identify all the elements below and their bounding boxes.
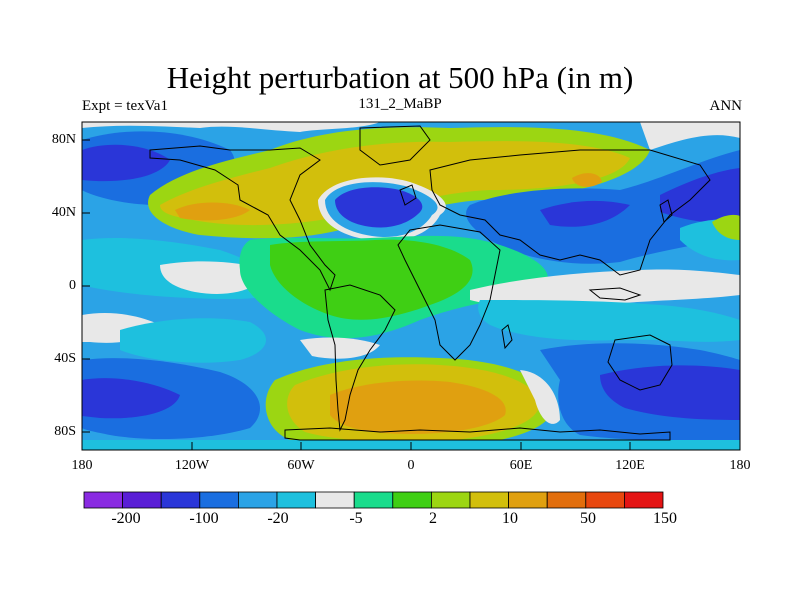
colorbar-label-minus20: -20 <box>267 510 289 527</box>
lat-label-40s: 40S <box>54 351 76 366</box>
colorbar-box-1 <box>122 491 162 509</box>
coast-uk <box>399 184 417 206</box>
field-neutral-south-indian <box>520 370 560 424</box>
coast-greenland <box>359 125 431 166</box>
colorbar-box-0 <box>83 491 123 509</box>
case-label: 131_2_MaBP <box>358 96 442 112</box>
colorbar-box-6 <box>315 491 355 509</box>
field-green-far-east <box>712 214 740 240</box>
field-orange-siberia <box>572 173 602 187</box>
colorbar-label-10: 10 <box>502 510 518 527</box>
plot-title: Height perturbation at 500 hPa (in m) <box>166 60 634 95</box>
field-orange-south-atlantic <box>330 380 506 434</box>
lat-label-80n: 80N <box>51 132 76 147</box>
colorbar-label-minus100: -100 <box>189 510 219 527</box>
colorbar-box-3 <box>199 491 239 509</box>
colorbar-label-150: 150 <box>653 510 677 527</box>
colorbar-box-8 <box>392 491 432 509</box>
field-cyan-indian <box>478 300 740 342</box>
colorbar-box-14 <box>624 491 664 509</box>
lon-label-60w: 60W <box>287 458 315 473</box>
colorbar-box-9 <box>430 491 471 509</box>
colorbar-label-50: 50 <box>580 510 596 527</box>
colorbar-box-11 <box>508 491 548 509</box>
lon-label-180e: 180 <box>729 458 751 473</box>
field-neutral-arctic <box>82 122 380 132</box>
experiment-label: Expt = texVa1 <box>82 98 168 114</box>
coast-japan <box>659 199 673 223</box>
coast-antarctica <box>284 427 671 441</box>
field-blue-east-core <box>540 200 630 227</box>
coast-north-america <box>149 145 336 292</box>
field-blue-euro-low-core <box>335 187 423 228</box>
field-cyan-south-pacific <box>120 318 267 363</box>
lon-label-180w: 180 <box>71 458 93 473</box>
field-blue-south-pacific-core <box>82 378 180 419</box>
colorbar-label-minus5: -5 <box>349 510 363 527</box>
colorbar-label-minus200: -200 <box>111 510 141 527</box>
colorbar-box-12 <box>546 491 587 509</box>
coastlines <box>149 125 711 441</box>
colorbar-box-10 <box>469 491 509 509</box>
coast-indonesia <box>588 287 642 301</box>
coast-africa <box>397 224 501 361</box>
colorbar-box-7 <box>353 491 394 509</box>
field-neutral-arctic-east <box>640 122 740 150</box>
lon-label-120w: 120W <box>174 458 210 473</box>
coast-madagascar <box>501 324 513 350</box>
colorbar-box-4 <box>237 491 278 509</box>
contour-field <box>82 122 740 450</box>
lon-label-120e: 120E <box>615 458 645 473</box>
coast-south-america <box>324 284 396 432</box>
field-orange-north-atlantic <box>175 202 250 221</box>
axis-ticks <box>82 139 631 450</box>
field-blue-east-core2 <box>660 168 740 223</box>
colorbar-box-13 <box>585 491 625 509</box>
season-label: ANN <box>709 98 743 114</box>
colorbar-label-2: 2 <box>429 510 437 527</box>
lat-label-eq: 0 <box>69 278 76 293</box>
lat-label-80s: 80S <box>54 424 76 439</box>
coast-australia <box>607 334 673 391</box>
colorbar-box-5 <box>276 491 316 509</box>
lon-label-0: 0 <box>407 458 415 473</box>
colorbar-box-2 <box>160 491 201 509</box>
field-neutral-s-america <box>300 337 380 359</box>
coast-eurasia <box>429 149 711 276</box>
lon-label-60e: 60E <box>509 458 533 473</box>
lat-label-40n: 40N <box>51 205 76 220</box>
colorbar <box>83 491 664 509</box>
field-blue-north-pacific-core <box>82 144 170 182</box>
field-blue-south-indian-core <box>600 365 740 420</box>
